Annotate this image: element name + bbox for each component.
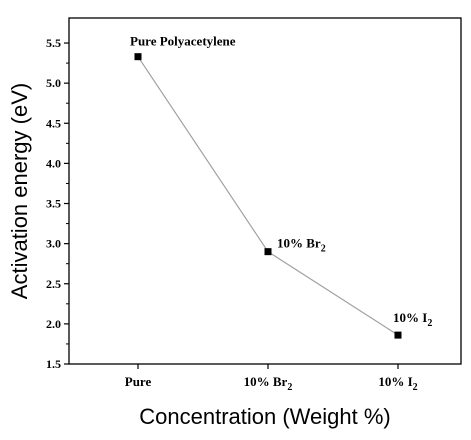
plot-frame: [68, 17, 462, 365]
x-tick-label: 10% I2: [378, 374, 417, 393]
x-axis: Pure 10% Br2 10% I2: [125, 364, 418, 393]
point-annotation: 10% I2: [393, 310, 432, 329]
y-tick-label: 2.5: [46, 277, 61, 291]
data-point: [394, 331, 402, 339]
y-tick-label: 1.5: [46, 357, 61, 371]
data-point: [134, 53, 142, 61]
y-tick-label: 3.0: [46, 237, 61, 251]
y-tick-label: 4.0: [46, 156, 61, 170]
point-annotations: Pure Polyacetylene 10% Br2 10% I2: [130, 34, 432, 329]
data-point: [264, 248, 272, 256]
point-annotation: 10% Br2: [277, 236, 326, 255]
x-tick-label: Pure: [125, 374, 152, 389]
y-tick-label: 2.0: [46, 317, 61, 331]
y-tick-label: 4.5: [46, 116, 61, 130]
y-axis-title: Activation energy (eV): [7, 83, 32, 299]
x-tick-label: 10% Br2: [244, 374, 293, 393]
data-points: [134, 53, 402, 339]
y-tick-label: 5.5: [46, 36, 61, 50]
y-axis: 1.5 2.0 2.5 3.0 3.5 4.0 4.5 5.0 5.5: [46, 36, 69, 371]
series-line: [137, 56, 399, 336]
y-tick-label: 3.5: [46, 197, 61, 211]
x-axis-title: Concentration (Weight %): [139, 404, 391, 429]
point-annotation: Pure Polyacetylene: [130, 34, 236, 49]
y-tick-label: 5.0: [46, 76, 61, 90]
